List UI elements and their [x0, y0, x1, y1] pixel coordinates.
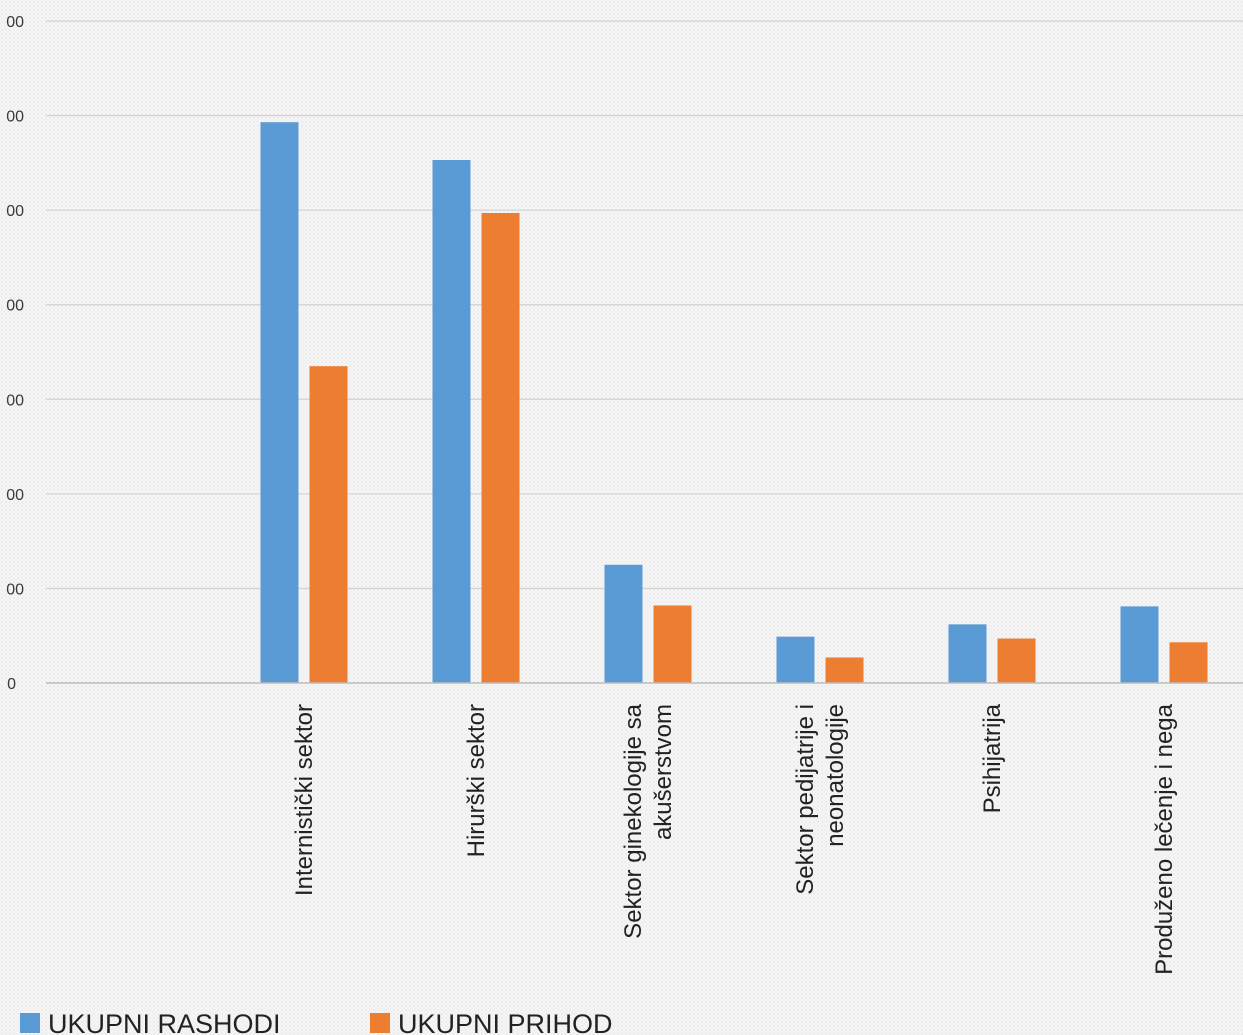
category-label: Produženo lečenje i nega — [1151, 703, 1178, 975]
legend-label: UKUPNI PRIHOD — [398, 1009, 613, 1035]
legend-swatch — [20, 1013, 40, 1033]
category-label: akušerstvom — [650, 704, 677, 840]
y-tick-label: 00 — [6, 14, 24, 31]
bar — [776, 636, 815, 683]
y-tick-label: 00 — [6, 203, 24, 220]
y-tick-label: 00 — [6, 392, 24, 409]
y-tick-label: 00 — [6, 487, 24, 504]
category-label: Internistički sektor — [291, 704, 318, 896]
y-tick-label: 00 — [6, 298, 24, 315]
legend-label: UKUPNI RASHODI — [48, 1009, 281, 1035]
category-label: Sektor ginekologije sa — [620, 703, 647, 938]
bar — [260, 122, 299, 684]
bar — [432, 160, 471, 683]
bar — [309, 366, 348, 683]
legend: UKUPNI RASHODI UKUPNI PRIHOD — [20, 1009, 613, 1035]
category-labels: Internistički sektor Hirurški sektor Sekto… — [291, 703, 1178, 975]
bars — [260, 122, 1208, 684]
y-tick-label: 0 — [7, 676, 16, 693]
category-label: Hirurški sektor — [463, 704, 490, 857]
bar — [1169, 642, 1208, 683]
category-label: Psihijatrija — [979, 703, 1006, 813]
bar — [604, 564, 643, 683]
category-label: neonatologije — [822, 704, 849, 847]
category-label: Sektor pedijatrije i — [792, 704, 819, 895]
legend-swatch — [370, 1013, 390, 1033]
y-tick-label: 00 — [6, 109, 24, 126]
y-tick-label: 00 — [6, 581, 24, 598]
bar — [997, 638, 1036, 683]
bar — [653, 605, 692, 683]
bar — [481, 212, 520, 684]
bar — [1120, 606, 1159, 683]
bar — [825, 657, 864, 683]
bar — [948, 624, 987, 683]
gridlines — [46, 20, 1243, 590]
